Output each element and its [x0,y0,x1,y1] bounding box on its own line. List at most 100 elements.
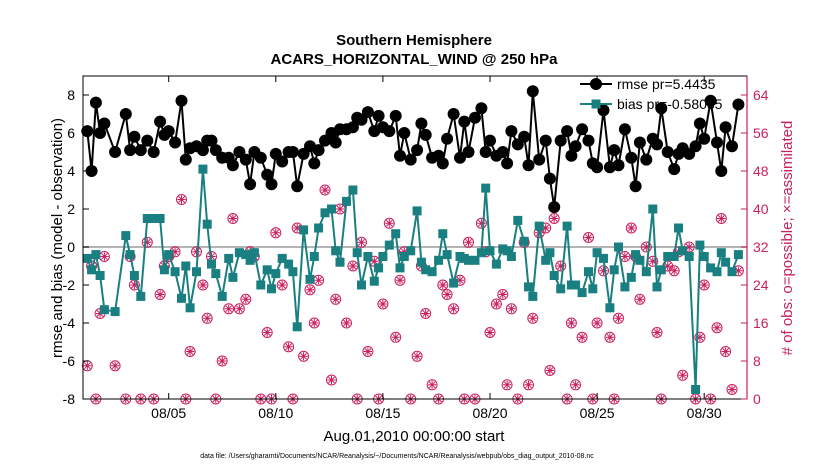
rmse-point [124,144,137,157]
rmse-point [612,159,625,172]
obs-possible-point [640,241,652,253]
bias-point [678,246,688,256]
obs-assimilated-point [224,304,233,313]
obs-assimilated-point [395,276,405,285]
bias-series [82,164,743,394]
bias-point [721,257,731,267]
obs-assimilated-point [442,290,452,299]
obs-possible-point [448,303,460,315]
rmse-point [469,111,481,124]
obs-assimilated-point [663,261,672,271]
bias-point [217,291,227,301]
rmse-point [94,127,107,139]
bias-point [684,252,694,261]
obs-possible-point [576,331,588,343]
rmse-point [698,132,711,145]
obs-assimilated-point [263,328,272,337]
y-tick-label: 2 [67,201,75,217]
rmse-point [655,102,668,115]
obs-assimilated-point [177,195,186,204]
bias-point [378,252,388,261]
rmse-point [458,115,471,128]
rmse-point [179,153,192,166]
rmse-point [254,151,267,164]
obs-assimilated-point [271,228,280,237]
obs-assimilated-point [584,233,593,242]
bias-point [299,225,309,235]
bias-point [699,252,709,261]
bias-point [406,246,416,256]
rmse-point [505,125,518,138]
bias-point [614,242,623,252]
bias-point [256,280,266,290]
rmse-point [239,153,252,166]
bias-point [292,322,302,332]
rmse-point [719,121,732,134]
obs-possible-point [497,289,509,300]
bias-point [262,265,272,275]
obs-assimilated-point [284,342,293,351]
bias-point [149,214,159,223]
bias-point [155,214,165,223]
rmse-point [543,172,556,185]
bias-point [352,248,362,258]
obs-assimilated-point [599,266,608,275]
bias-point [348,185,358,195]
bias-point [177,293,186,303]
rmse-point [591,161,604,174]
obs-possible-point [201,312,213,324]
bias-point [245,255,255,265]
bias-point [421,265,431,275]
rmse-point [119,108,132,120]
bias-point [733,250,743,260]
y2-axis-label: # of obs: o=possible; ×=assimilated [779,121,796,356]
rmse-point [561,125,574,138]
rmse-point [175,94,188,107]
y-axis-label: rmse and bias (model - observation) [49,118,66,358]
bias-point [384,240,394,250]
obs-possible-point [505,303,517,315]
obs-assimilated-point [218,356,227,366]
rmse-point [261,168,274,181]
obs-possible-point [341,317,352,329]
y2-tick-label: 40 [753,201,769,217]
bias-point [674,223,683,233]
bias-point [635,255,645,265]
obs-assimilated-point [400,247,409,256]
bias-point [727,267,737,277]
bias-point [427,267,437,277]
bias-point [691,385,701,394]
bias-point [549,271,559,280]
x-axis-label: Aug.01,2010 00:00:00 start [324,428,506,445]
obs-assimilated-point [143,238,152,247]
rmse-point [651,138,663,151]
rmse-point [436,157,449,170]
obs-assimilated-point [485,328,495,337]
obs-assimilated-point [391,333,400,342]
bias-point [605,303,615,313]
obs-possible-point [484,327,496,338]
rmse-point [383,125,396,138]
bias-point [267,284,276,294]
obs-possible-point [720,346,732,357]
rmse-point [539,134,552,147]
obs-assimilated-point [331,295,340,304]
obs-assimilated-point [192,247,201,256]
bias-point [234,248,244,258]
bias-point [481,183,491,193]
obs-assimilated-point [541,223,550,233]
obs-assimilated-point [627,223,636,233]
obs-assimilated-point [327,375,336,385]
rmse-point [693,117,706,130]
rmse-point [501,157,514,170]
obs-assimilated-point [524,380,533,389]
obs-assimilated-point [528,314,537,323]
bias-point [395,263,405,273]
obs-assimilated-point [477,219,486,228]
bias-point [519,236,529,246]
obs-assimilated-point [556,261,565,271]
bias-point [513,215,523,225]
obs-possible-point [304,284,316,296]
rmse-point [346,121,359,134]
obs-possible-point [420,308,432,319]
